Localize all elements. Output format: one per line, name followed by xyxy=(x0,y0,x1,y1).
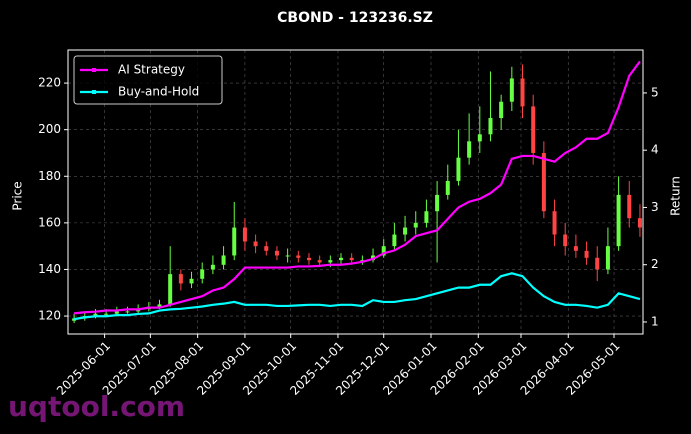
candle-body xyxy=(221,255,226,265)
candle-body xyxy=(445,180,450,195)
candle-body xyxy=(573,246,578,251)
candle-body xyxy=(627,194,632,219)
y2-tick-label: 3 xyxy=(651,200,659,214)
candle-body xyxy=(413,222,418,228)
legend-marker xyxy=(92,68,96,72)
candle-body xyxy=(531,106,536,153)
candle-body xyxy=(232,227,237,256)
candle-body xyxy=(541,152,546,212)
candle-body xyxy=(435,194,440,212)
legend-label: Buy-and-Hold xyxy=(118,85,199,99)
y-tick-label: 220 xyxy=(38,76,61,90)
y-tick-label: 200 xyxy=(38,122,61,136)
y2-tick-label: 5 xyxy=(651,85,659,99)
plot-frame xyxy=(67,49,644,335)
candle-body xyxy=(296,255,301,258)
candle-body xyxy=(306,257,311,261)
candle-body xyxy=(200,269,205,279)
candle-body xyxy=(456,157,461,181)
y-tick-label: 160 xyxy=(38,215,61,229)
watermark: uqtool.com xyxy=(8,390,185,423)
candle-body xyxy=(488,118,493,135)
candle-body xyxy=(552,211,557,235)
candle-body xyxy=(264,246,269,251)
candle-body xyxy=(616,194,621,247)
candle-body xyxy=(403,227,408,235)
candle-body xyxy=(72,318,77,321)
candle-body xyxy=(520,78,525,107)
candle-body xyxy=(584,250,589,258)
y2-tick-label: 1 xyxy=(651,314,659,328)
y2-tick-label: 2 xyxy=(651,257,659,271)
y-tick-label: 140 xyxy=(38,262,61,276)
candle-body xyxy=(349,257,354,261)
candle-body xyxy=(328,260,333,263)
candle-body xyxy=(210,264,215,270)
candle-body xyxy=(424,211,429,223)
candle-body xyxy=(509,78,514,102)
candle-body xyxy=(563,234,568,247)
candle-body xyxy=(168,274,173,305)
candle-body xyxy=(189,278,194,284)
candle-body xyxy=(467,141,472,158)
candle-body xyxy=(360,260,365,262)
candle-body xyxy=(595,257,600,270)
candle-body xyxy=(285,255,290,257)
y-tick-label: 180 xyxy=(38,169,61,183)
candle-body xyxy=(178,274,183,284)
candle-body xyxy=(157,304,162,307)
candle-body xyxy=(381,246,386,256)
legend-box xyxy=(73,55,223,105)
candle-body xyxy=(114,311,119,314)
candle-body xyxy=(253,241,258,247)
candle-body xyxy=(605,246,610,270)
candle-body xyxy=(317,260,322,263)
y2-axis-label: Return xyxy=(669,176,683,216)
candle-body xyxy=(392,234,397,247)
candle-body xyxy=(93,313,98,317)
legend-label: AI Strategy xyxy=(118,63,185,77)
y-axis-label: Price xyxy=(11,181,25,210)
return-line xyxy=(73,60,641,315)
chart-title: CBOND - 123236.SZ xyxy=(277,10,433,26)
y-tick-label: 120 xyxy=(38,309,61,323)
legend: AI Strategy Buy-and-Hold xyxy=(73,55,223,105)
candle-body xyxy=(637,218,642,228)
candle-body xyxy=(242,227,247,242)
candle-body xyxy=(104,313,109,315)
candle-body xyxy=(477,134,482,142)
legend-marker xyxy=(92,90,96,94)
candle-body xyxy=(125,311,130,313)
candle-body xyxy=(274,250,279,256)
candle-body xyxy=(499,101,504,119)
candle-body xyxy=(339,257,344,261)
return-line xyxy=(73,272,641,321)
y2-tick-label: 4 xyxy=(651,143,659,157)
